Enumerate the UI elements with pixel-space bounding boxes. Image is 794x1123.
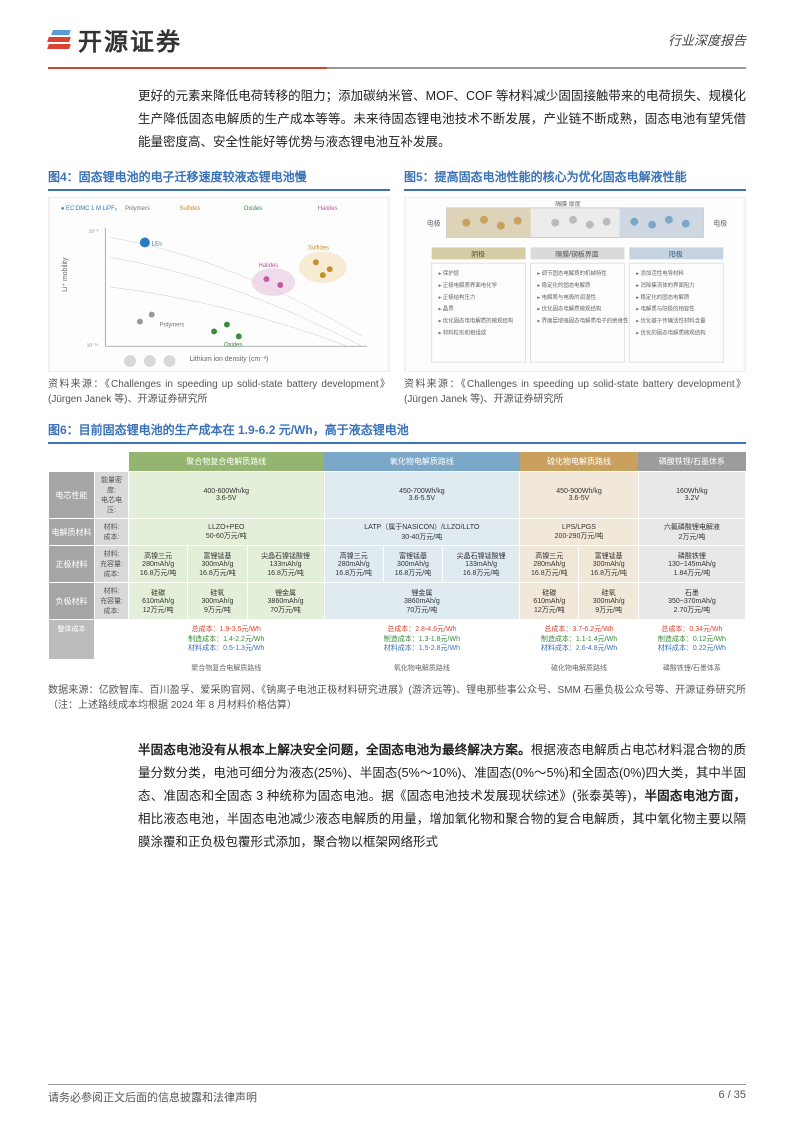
svg-text:LEs: LEs [152, 242, 162, 248]
intro-paragraph: 更好的元素来降低电荷转移的阻力；添加碳纳米管、MOF、COF 等材料减少固固接触… [138, 85, 746, 154]
svg-text:隔膜/钢板界面: 隔膜/钢板界面 [555, 250, 598, 259]
svg-text:▸ 晶界: ▸ 晶界 [439, 306, 455, 313]
brand-name: 开源证券 [78, 22, 182, 57]
svg-text:电极: 电极 [713, 219, 727, 228]
row-label-anode: 负极材料 [49, 583, 95, 620]
figure-6-title: 图6：目前固态锂电池的生产成本在 1.9-6.2 元/Wh，高于液态锂电池 [48, 421, 746, 444]
logo-mark-icon [48, 30, 70, 49]
svg-text:▸ 添加活性电导材料: ▸ 添加活性电导材料 [636, 269, 684, 277]
figure-4: 图4：固态锂电池的电子迁移速度较液态锂电池慢 ● EC:DMC 1 M LiPF… [48, 168, 390, 407]
table-row-summary: 整体成本 总成本：1.9-3.5元/Wh 制造成本：1.4-2.2元/Wh 材料… [49, 620, 746, 659]
table-bottom-labels: 聚合物复合电解质路线 氧化物电解质路线 硫化物电解质路线 磷酸铁锂/石墨体系 [49, 659, 746, 676]
svg-text:隔膜 厚度: 隔膜 厚度 [555, 200, 580, 208]
table-header-row: 聚合物复合电解质路线 氧化物电解质路线 硫化物电解质路线 磷酸铁锂/石墨体系 [49, 452, 746, 472]
svg-text:▸ 材料粒形和相组成: ▸ 材料粒形和相组成 [439, 329, 487, 337]
figure-4-body: ● EC:DMC 1 M LiPF₆ Polymers Sulfides Oxi… [48, 197, 390, 372]
svg-text:▸ 电解质与电极的润湿性: ▸ 电解质与电极的润湿性 [537, 293, 596, 301]
svg-text:▸ 正极结构压力: ▸ 正极结构压力 [439, 293, 476, 301]
footer-page: 6 / 35 [718, 1089, 746, 1105]
svg-text:▸ 电解质与阳极的相容性: ▸ 电解质与阳极的相容性 [636, 305, 695, 313]
svg-text:电极: 电极 [427, 219, 441, 228]
svg-text:▸ 调节固态电解质的机械特性: ▸ 调节固态电解质的机械特性 [537, 269, 607, 277]
col-header-polymer: 聚合物复合电解质路线 [129, 452, 325, 472]
svg-text:▸ 保护层: ▸ 保护层 [439, 269, 460, 277]
svg-text:10⁻²: 10⁻² [89, 229, 99, 235]
table-row: 电解质材料 材料:成本: LLZO+PEO50-60万元/吨 LATP（属于NA… [49, 519, 746, 546]
svg-text:Oxides: Oxides [244, 206, 262, 212]
svg-text:▸ 正极电解质界面电化学: ▸ 正极电解质界面电化学 [439, 281, 498, 289]
svg-text:▸ 优化固态电电解质的微观结构: ▸ 优化固态电电解质的微观结构 [439, 317, 514, 325]
brand-logo: 开源证券 [48, 22, 182, 57]
col-header-sulfide: 硫化物电解质路线 [520, 452, 639, 472]
figure-4-title: 图4：固态锂电池的电子迁移速度较液态锂电池慢 [48, 168, 390, 191]
svg-text:Polymers: Polymers [125, 206, 150, 212]
col-header-traditional: 磷酸铁锂/石墨体系 [638, 452, 745, 472]
page-content: 更好的元素来降低电荷转移的阻力；添加碳纳米管、MOF、COF 等材料减少固固接触… [0, 69, 794, 884]
table-row: 电芯性能 能量密度:电芯电压: 400-600Wh/kg3.6-5V 450-7… [49, 472, 746, 519]
svg-text:Sulfides: Sulfides [308, 246, 329, 252]
svg-text:10⁻¹⁶: 10⁻¹⁶ [87, 343, 99, 349]
figure-5-title: 图5：提高固态电池性能的核心为优化固态电解液性能 [404, 168, 746, 191]
svg-text:Li⁺ mobility: Li⁺ mobility [62, 257, 69, 292]
para2-emph: 半固态电池方面， [644, 789, 746, 803]
figure-4-source: 资料来源：《Challenges in speeding up solid-st… [48, 377, 390, 407]
page-footer: 请务必参阅正文后面的信息披露和法律声明 6 / 35 [48, 1089, 746, 1105]
table-row: 负极材料 材料:充容量:成本: 硅碳610mAh/g12万元/吨 硅氧300mA… [49, 583, 746, 620]
footer-divider [48, 1084, 746, 1085]
svg-text:Oxides: Oxides [224, 343, 242, 349]
page-header: 开源证券 行业深度报告 [0, 0, 794, 67]
svg-text:Sulfides: Sulfides [179, 206, 200, 212]
figure-5-source: 资料来源：《Challenges in speeding up solid-st… [404, 377, 746, 407]
svg-text:▸ 优化基于传输活性材料含量: ▸ 优化基于传输活性材料含量 [636, 317, 706, 325]
table-row: 正极材料 材料:充容量:成本: 高镍三元280mAh/g16.8万元/吨 富锂锰… [49, 546, 746, 583]
svg-text:Polymers: Polymers [160, 323, 185, 329]
svg-text:▸ 界面层增强固态电解质电子的绝缘性: ▸ 界面层增强固态电解质电子的绝缘性 [537, 317, 629, 325]
col-header-oxide: 氧化物电解质路线 [324, 452, 520, 472]
para2-lead: 半固态电池没有从根本上解决安全问题，全固态电池为最终解决方案。 [138, 743, 531, 757]
svg-text:Halides: Halides [318, 206, 338, 212]
row-label-cathode: 正极材料 [49, 546, 95, 583]
svg-text:▸ 稳定化的固态电解质: ▸ 稳定化的固态电解质 [537, 281, 591, 289]
figure-5-body: 电极 电极 隔膜 厚度 阴极 隔膜/钢板界面 阳极 ▸ 保护层 ▸ 正极电解质界面… [404, 197, 746, 372]
row-label-electrolyte: 电解质材料 [49, 519, 95, 546]
svg-text:Lithium ion density (cm⁻³): Lithium ion density (cm⁻³) [189, 356, 268, 363]
footer-disclaimer: 请务必参阅正文后面的信息披露和法律声明 [48, 1089, 257, 1105]
svg-text:阳极: 阳极 [669, 250, 683, 259]
svg-text:▸ 稳定化的固态电解质: ▸ 稳定化的固态电解质 [636, 293, 690, 301]
figure-5: 图5：提高固态电池性能的核心为优化固态电解液性能 电极 电极 隔膜 厚度 [404, 168, 746, 407]
svg-text:▸ 消除集流体的界面阻力: ▸ 消除集流体的界面阻力 [636, 281, 694, 289]
svg-text:▸ 优化的固态电解质微观结构: ▸ 优化的固态电解质微观结构 [636, 329, 706, 337]
para2-rest: 相比液态电池，半固态电池减少液态电解质的用量，增加氧化物和聚合物的复合电解质，其… [138, 812, 746, 849]
svg-text:阴极: 阴极 [471, 250, 485, 259]
svg-text:▸ 优化固态电解质微观结构: ▸ 优化固态电解质微观结构 [537, 305, 601, 313]
svg-text:● EC:DMC 1 M LiPF₆: ● EC:DMC 1 M LiPF₆ [61, 206, 118, 212]
row-label-perf: 电芯性能 [49, 472, 95, 519]
figure-row-4-5: 图4：固态锂电池的电子迁移速度较液态锂电池慢 ● EC:DMC 1 M LiPF… [48, 168, 746, 407]
body-paragraph-2: 半固态电池没有从根本上解决安全问题，全固态电池为最终解决方案。根据液态电解质占电… [138, 739, 746, 855]
document-type: 行业深度报告 [668, 30, 746, 49]
figure-6-source: 数据来源：亿欧智库、百川盈孚、爱采购官网、《钠离子电池正极材料研究进展》(游济远… [48, 683, 746, 713]
cost-comparison-table: 聚合物复合电解质路线 氧化物电解质路线 硫化物电解质路线 磷酸铁锂/石墨体系 电… [48, 452, 746, 676]
svg-text:Halides: Halides [259, 264, 279, 270]
row-label-total: 整体成本 [49, 620, 95, 659]
